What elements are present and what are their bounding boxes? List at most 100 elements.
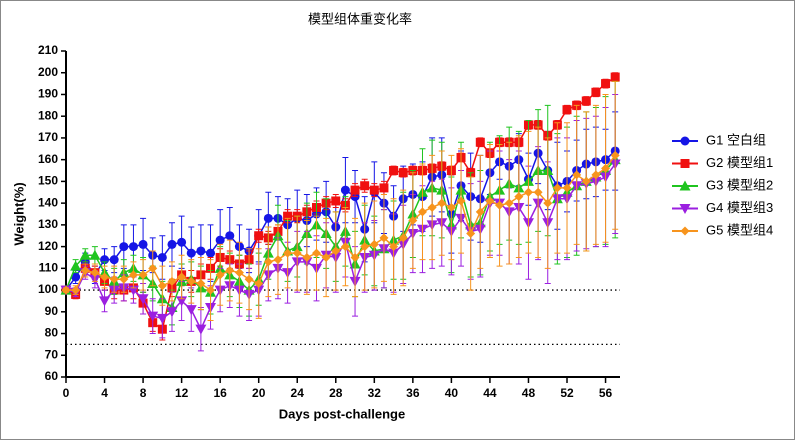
marker xyxy=(157,252,167,262)
marker xyxy=(543,198,553,208)
marker xyxy=(417,207,427,217)
marker xyxy=(466,229,476,239)
x-tick-label: 16 xyxy=(213,386,227,400)
series-line xyxy=(65,163,616,331)
x-tick-label: 48 xyxy=(522,386,536,400)
marker xyxy=(552,183,562,193)
marker xyxy=(369,239,379,249)
x-tick-label: 4 xyxy=(101,386,108,400)
y-tick-label: 180 xyxy=(38,108,58,122)
marker xyxy=(379,233,389,243)
marker xyxy=(610,72,620,82)
y-tick-label: 130 xyxy=(38,217,58,231)
marker xyxy=(71,272,81,282)
marker xyxy=(591,170,601,180)
y-tick-label: 140 xyxy=(38,195,58,209)
marker xyxy=(100,272,110,282)
marker xyxy=(254,231,264,241)
marker xyxy=(166,307,178,318)
marker xyxy=(177,272,187,282)
marker xyxy=(408,216,418,226)
marker xyxy=(292,248,302,258)
marker xyxy=(581,176,591,186)
marker xyxy=(167,276,177,286)
marker xyxy=(263,257,273,267)
y-axis-label: Weight(%) xyxy=(11,182,26,245)
marker xyxy=(109,274,119,284)
x-tick-label: 28 xyxy=(329,386,343,400)
legend-label: G2 模型组1 xyxy=(706,155,773,170)
marker xyxy=(206,248,216,258)
marker xyxy=(495,200,505,210)
marker xyxy=(312,248,322,258)
marker xyxy=(70,260,82,271)
y-tick-label: 110 xyxy=(39,261,59,275)
x-tick-label: 8 xyxy=(140,386,147,400)
legend-label: G1 空白组 xyxy=(706,132,766,147)
marker xyxy=(398,233,408,243)
marker xyxy=(475,207,485,217)
marker xyxy=(456,196,466,206)
marker xyxy=(119,274,129,284)
legend-label: G5 模型组4 xyxy=(706,222,773,237)
marker xyxy=(138,239,148,249)
marker xyxy=(283,248,293,258)
legend-label: G4 模型组3 xyxy=(706,200,773,215)
marker xyxy=(89,249,101,260)
series xyxy=(61,80,620,321)
marker xyxy=(263,213,273,223)
marker xyxy=(581,96,591,106)
marker xyxy=(302,252,312,262)
marker xyxy=(446,202,456,212)
y-tick-label: 60 xyxy=(45,369,59,383)
marker xyxy=(398,168,408,178)
marker xyxy=(485,196,495,206)
marker xyxy=(225,231,235,241)
marker xyxy=(389,242,399,252)
x-tick-label: 0 xyxy=(63,386,70,400)
marker xyxy=(360,181,370,191)
marker xyxy=(99,296,111,307)
marker xyxy=(167,239,177,249)
marker xyxy=(186,276,196,286)
marker xyxy=(119,242,129,252)
marker xyxy=(234,268,244,278)
marker xyxy=(185,305,197,316)
y-tick-label: 190 xyxy=(38,87,58,101)
x-tick-label: 12 xyxy=(175,386,189,400)
x-tick-label: 24 xyxy=(291,386,305,400)
y-tick-label: 100 xyxy=(38,282,58,296)
marker xyxy=(90,268,100,278)
marker xyxy=(283,211,293,221)
y-tick-label: 170 xyxy=(38,130,58,144)
x-tick-label: 56 xyxy=(599,386,613,400)
marker xyxy=(562,183,572,193)
marker xyxy=(679,204,691,214)
marker xyxy=(572,170,582,180)
y-tick-label: 70 xyxy=(45,347,59,361)
marker xyxy=(514,192,524,202)
marker xyxy=(475,137,485,147)
marker xyxy=(157,281,167,291)
x-tick-label: 52 xyxy=(560,386,574,400)
x-tick-label: 32 xyxy=(368,386,382,400)
y-tick-label: 150 xyxy=(38,174,58,188)
marker xyxy=(109,255,119,265)
marker xyxy=(244,274,254,284)
marker xyxy=(321,252,331,262)
marker xyxy=(601,163,611,173)
marker xyxy=(679,180,691,191)
marker xyxy=(533,187,543,197)
marker xyxy=(215,270,225,280)
y-tick-label: 210 xyxy=(38,43,58,57)
marker xyxy=(680,226,690,236)
marker xyxy=(215,235,225,245)
marker xyxy=(680,136,690,146)
marker xyxy=(195,324,207,335)
series-line xyxy=(65,76,616,331)
marker xyxy=(196,246,206,256)
marker xyxy=(128,242,138,252)
marker xyxy=(389,166,399,176)
y-tick-label: 160 xyxy=(38,152,58,166)
